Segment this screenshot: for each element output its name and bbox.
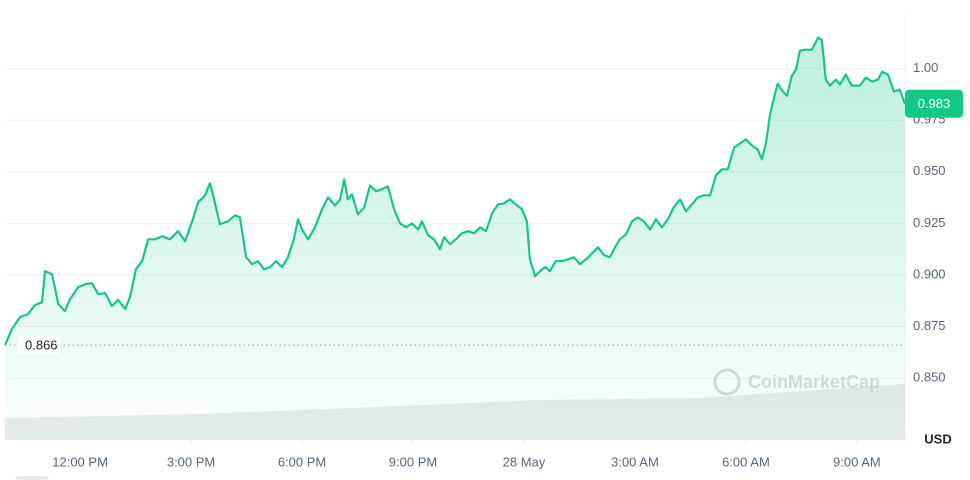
- x-tick-label: 9:00 PM: [389, 454, 437, 469]
- x-tick-label: 6:00 PM: [278, 454, 326, 469]
- x-tick-label: 9:00 AM: [833, 454, 881, 469]
- currency-label: USD: [924, 431, 951, 446]
- watermark-logo: [713, 368, 741, 396]
- marks: 0.866: [3, 36, 907, 440]
- scroll-handle: [15, 476, 49, 480]
- price-area: [5, 37, 905, 440]
- y-tick-label: 0.875: [913, 318, 946, 333]
- x-tick-label: 12:00 PM: [52, 454, 108, 469]
- x-tick-label: 3:00 AM: [611, 454, 659, 469]
- watermark: CoinMarketCap: [713, 368, 880, 396]
- price-line: [3, 36, 907, 346]
- reference-label: 0.866: [25, 338, 58, 353]
- x-tick-label: 3:00 PM: [167, 454, 215, 469]
- y-tick-label: 0.900: [913, 266, 946, 281]
- watermark-text: CoinMarketCap: [748, 372, 880, 392]
- reference-label-bg: [18, 336, 60, 355]
- y-tick-label: 0.850: [913, 370, 946, 385]
- y-tick-label: 1.00: [913, 60, 938, 75]
- x-tick-label: 28 May: [503, 454, 546, 469]
- y-tick-label: 0.950: [913, 163, 946, 178]
- y-tick-label: 0.925: [913, 215, 946, 230]
- price-badge-label: 0.983: [918, 96, 951, 111]
- x-tick-label: 6:00 AM: [722, 454, 770, 469]
- price-badge: [905, 89, 963, 118]
